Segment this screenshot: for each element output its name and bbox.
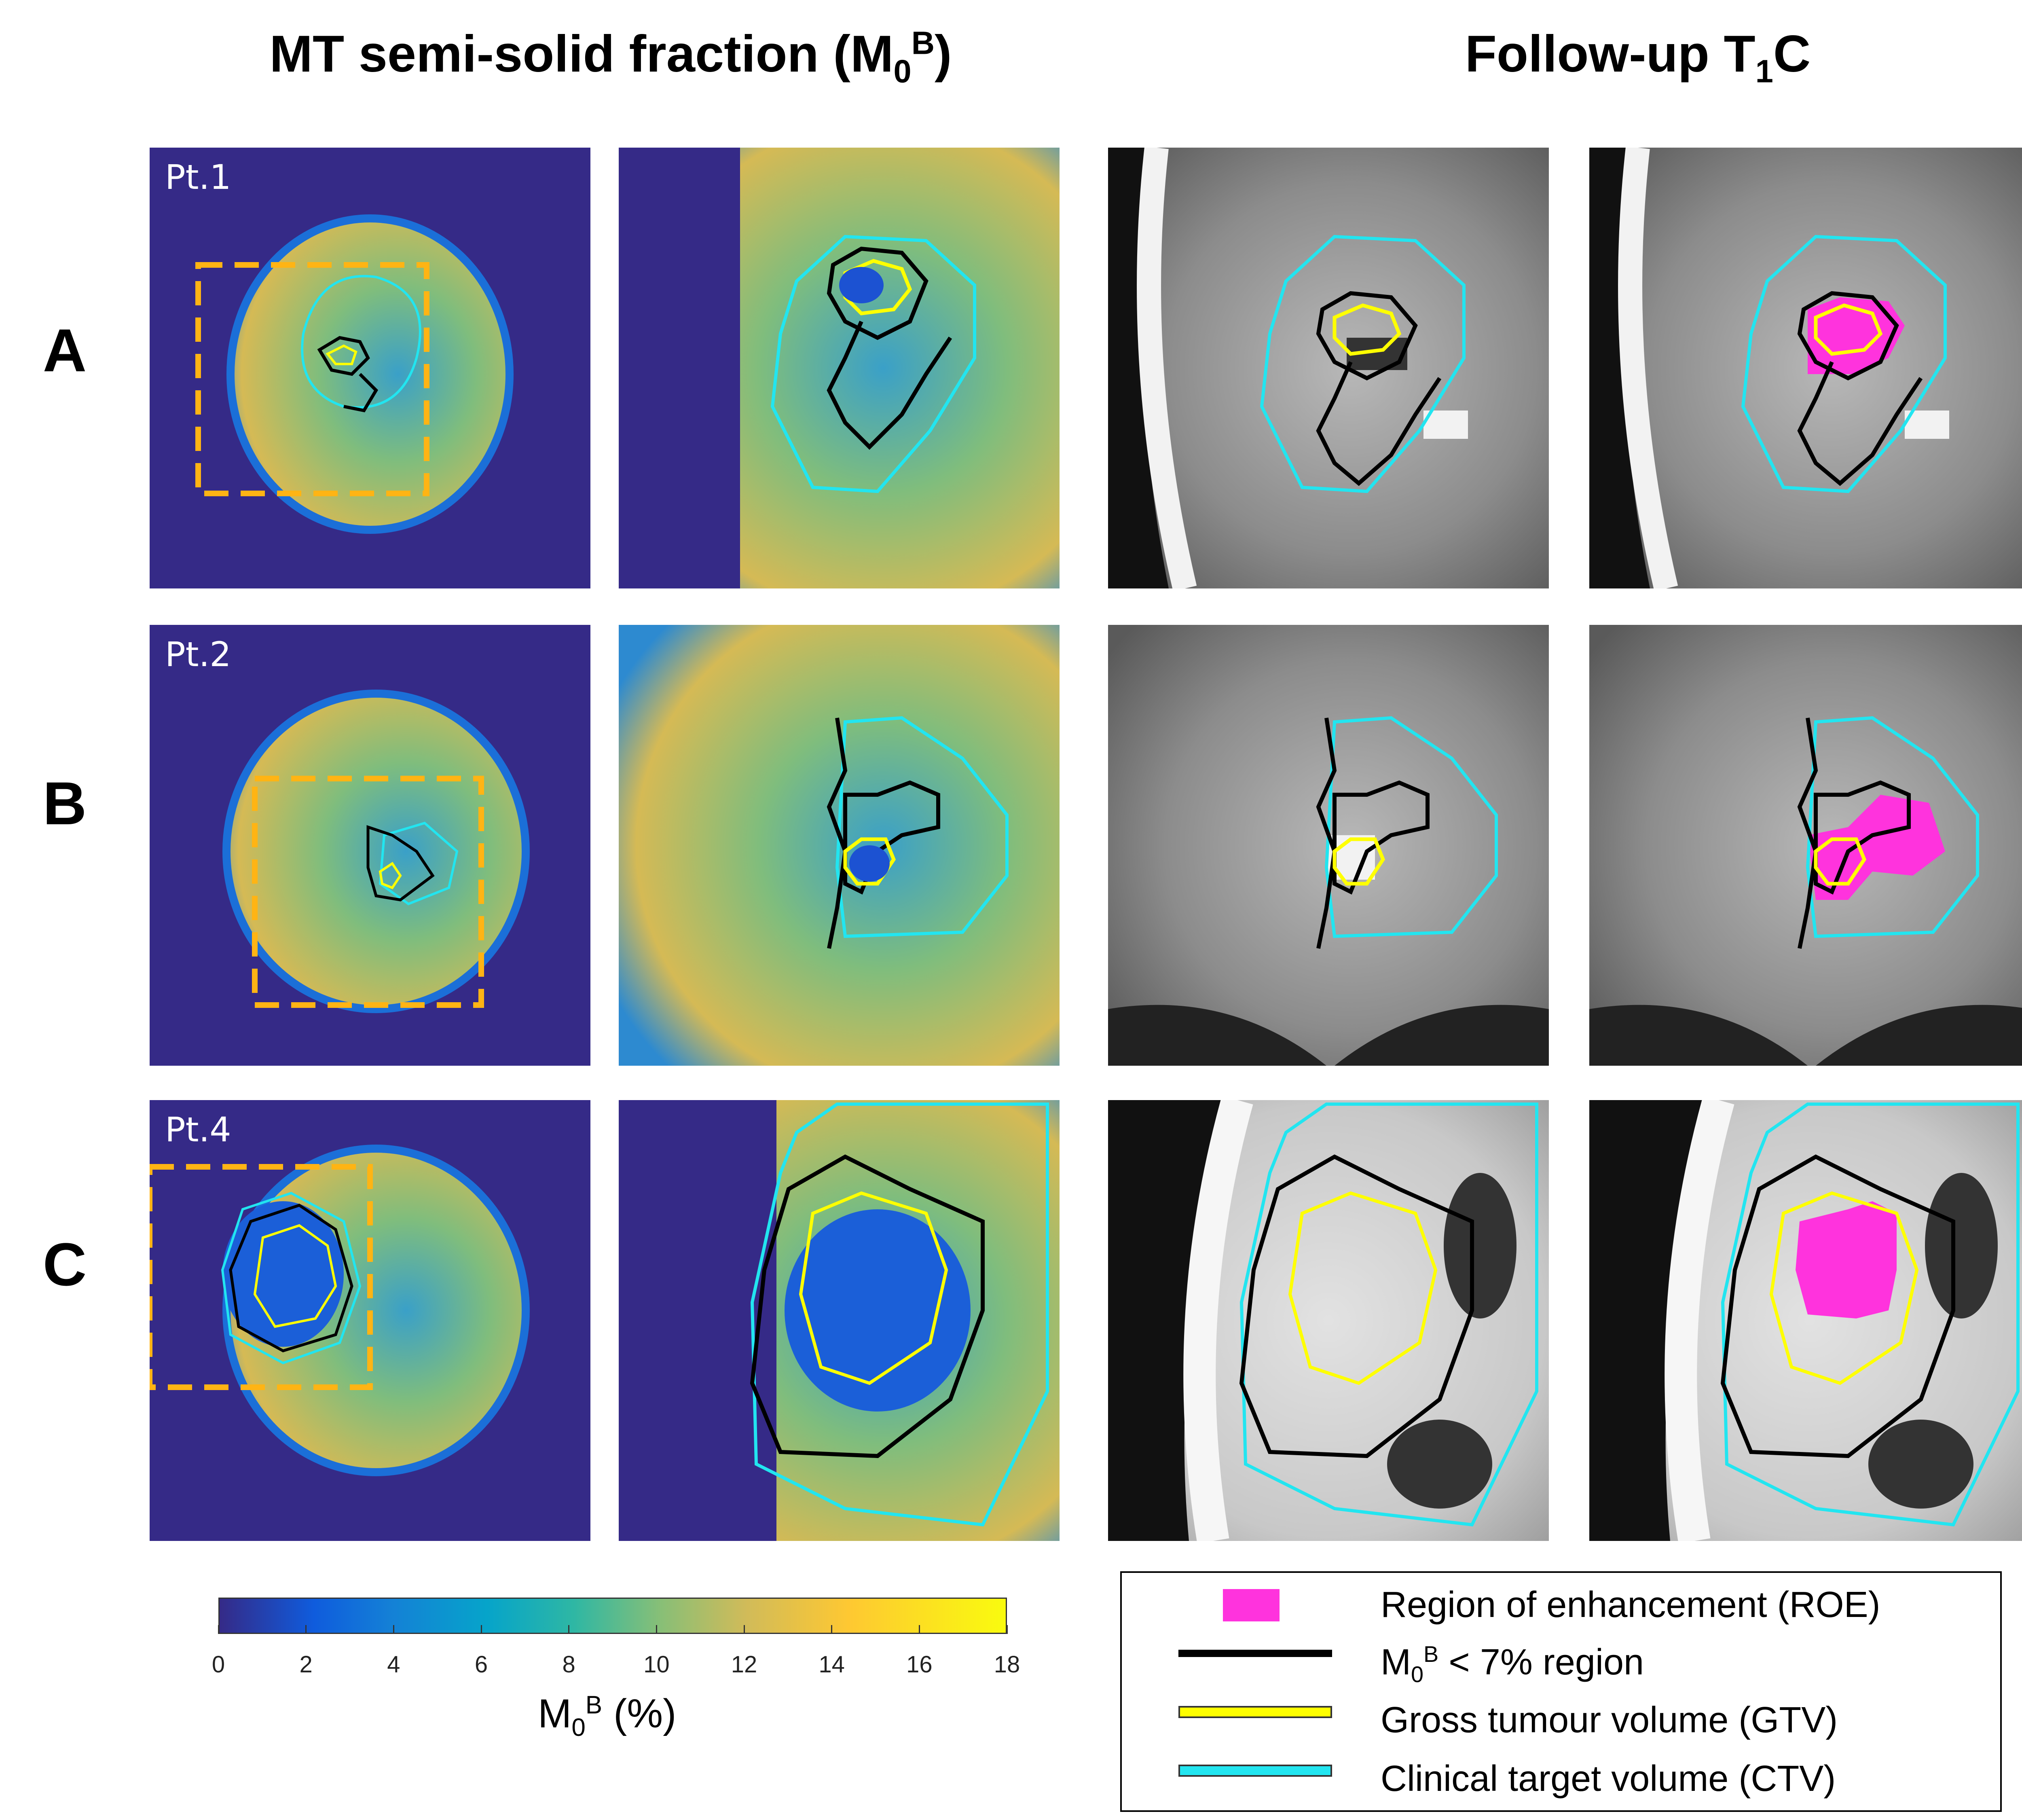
row-a-whole-brain-map: Pt.1 bbox=[150, 148, 590, 588]
patient-label-a: Pt.1 bbox=[165, 157, 231, 197]
colorbar-tick-mark bbox=[305, 1625, 307, 1634]
gtv-outline-icon bbox=[1178, 1706, 1332, 1718]
row-b-whole-brain-map: Pt.2 bbox=[150, 625, 590, 1066]
legend-row-gtv: Gross tumour volume (GTV) bbox=[1122, 1692, 2000, 1749]
patient-label-c: Pt.4 bbox=[165, 1110, 231, 1149]
row-c-t1c-roe bbox=[1589, 1100, 2022, 1541]
colorbar-label: M0B (%) bbox=[538, 1691, 677, 1742]
colorbar-tick-label: 2 bbox=[299, 1651, 313, 1678]
legend: Region of enhancement (ROE) M0B < 7% reg… bbox=[1120, 1571, 2002, 1812]
colorbar-tick-mark bbox=[918, 1625, 920, 1634]
row-b-zoomed-map bbox=[619, 625, 1060, 1066]
roe-swatch-icon bbox=[1223, 1589, 1280, 1621]
colorbar-tick-label: 12 bbox=[731, 1651, 757, 1678]
legend-label-ctv: Clinical target volume (CTV) bbox=[1381, 1759, 1836, 1799]
row-b-t1c-roe bbox=[1589, 625, 2022, 1066]
row-a-t1c-roe bbox=[1589, 148, 2022, 588]
colorbar-tick-mark bbox=[568, 1625, 570, 1634]
colorbar-tick-label: 18 bbox=[994, 1651, 1020, 1678]
t1c-column-title: Follow-up T1C bbox=[1465, 25, 1811, 89]
colorbar-tick-label: 4 bbox=[387, 1651, 400, 1678]
legend-row-roe: Region of enhancement (ROE) bbox=[1122, 1577, 2000, 1634]
row-letter-a: A bbox=[42, 316, 87, 384]
colorbar-tick-mark bbox=[218, 1625, 219, 1634]
m0b-line-icon bbox=[1178, 1650, 1332, 1657]
row-a-zoomed-map bbox=[619, 148, 1060, 588]
colorbar-tick-label: 14 bbox=[819, 1651, 845, 1678]
m0b-colorbar bbox=[218, 1598, 1007, 1634]
row-c-whole-brain-map: Pt.4 bbox=[150, 1100, 590, 1541]
row-c-zoomed-map bbox=[619, 1100, 1060, 1541]
legend-label-m0b: M0B < 7% region bbox=[1381, 1641, 1644, 1687]
legend-row-m0b: M0B < 7% region bbox=[1122, 1634, 2000, 1690]
colorbar-tick-label: 8 bbox=[562, 1651, 575, 1678]
row-c-t1c-contours bbox=[1108, 1100, 1549, 1541]
legend-label-gtv: Gross tumour volume (GTV) bbox=[1381, 1700, 1838, 1740]
colorbar-tick-mark bbox=[743, 1625, 745, 1634]
ctv-outline-icon bbox=[1178, 1765, 1332, 1777]
colorbar-tick-label: 6 bbox=[474, 1651, 488, 1678]
colorbar-tick-label: 10 bbox=[643, 1651, 670, 1678]
colorbar-tick-label: 0 bbox=[212, 1651, 225, 1678]
legend-label-roe: Region of enhancement (ROE) bbox=[1381, 1585, 1880, 1625]
row-a-t1c-contours bbox=[1108, 148, 1549, 588]
colorbar-tick-mark bbox=[1006, 1625, 1008, 1634]
colorbar-tick-label: 16 bbox=[906, 1651, 933, 1678]
row-b-t1c-contours bbox=[1108, 625, 1549, 1066]
colorbar-tick-mark bbox=[480, 1625, 482, 1634]
colorbar-tick-mark bbox=[831, 1625, 833, 1634]
legend-row-ctv: Clinical target volume (CTV) bbox=[1122, 1751, 2000, 1807]
row-letter-c: C bbox=[42, 1230, 87, 1298]
patient-label-b: Pt.2 bbox=[165, 635, 231, 674]
colorbar-tick-mark bbox=[393, 1625, 394, 1634]
colorbar-tick-mark bbox=[656, 1625, 657, 1634]
row-letter-b: B bbox=[42, 769, 87, 837]
map-column-title: MT semi-solid fraction (M0B) bbox=[269, 25, 952, 89]
